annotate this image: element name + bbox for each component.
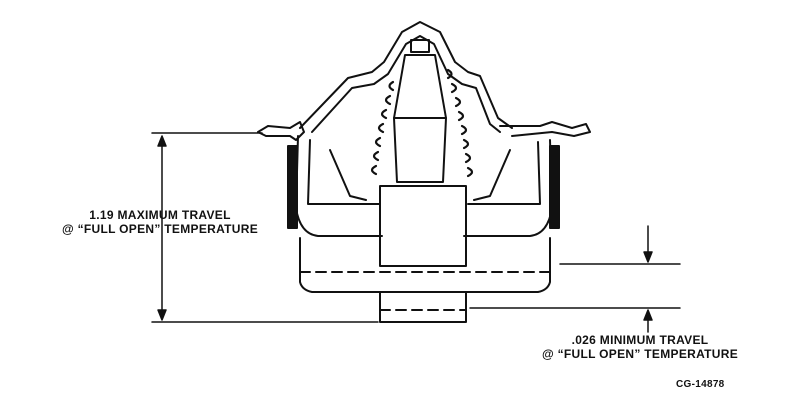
seal-left — [287, 145, 298, 229]
lower-cylinder — [299, 237, 551, 293]
piston — [379, 185, 467, 267]
figure-code: CG-14878 — [676, 379, 725, 390]
spring-left — [370, 80, 395, 176]
seal-right — [549, 145, 560, 229]
max-travel-label: 1.19 MAXIMUM TRAVEL @ “FULL OPEN” TEMPER… — [40, 208, 280, 236]
flange-right — [499, 121, 591, 137]
center-pin — [410, 39, 430, 53]
dome-outer — [299, 21, 513, 129]
max-travel-line2: @ “FULL OPEN” TEMPERATURE — [61, 222, 259, 236]
spring-right — [446, 68, 474, 178]
flange-left — [257, 121, 305, 141]
min-travel-line1: .026 MINIMUM TRAVEL — [571, 333, 709, 347]
valve-body-inner — [307, 139, 541, 205]
min-travel-dimension — [469, 225, 681, 333]
stem-upper — [393, 54, 447, 119]
travel-pin — [379, 291, 467, 323]
stem-lower — [393, 117, 447, 183]
min-travel-line2: @ “FULL OPEN” TEMPERATURE — [541, 347, 739, 361]
max-travel-line1: 1.19 MAXIMUM TRAVEL — [89, 208, 231, 222]
min-travel-label: .026 MINIMUM TRAVEL @ “FULL OPEN” TEMPER… — [515, 333, 765, 361]
inner-cup — [329, 149, 511, 201]
max-travel-dimension — [151, 132, 379, 323]
